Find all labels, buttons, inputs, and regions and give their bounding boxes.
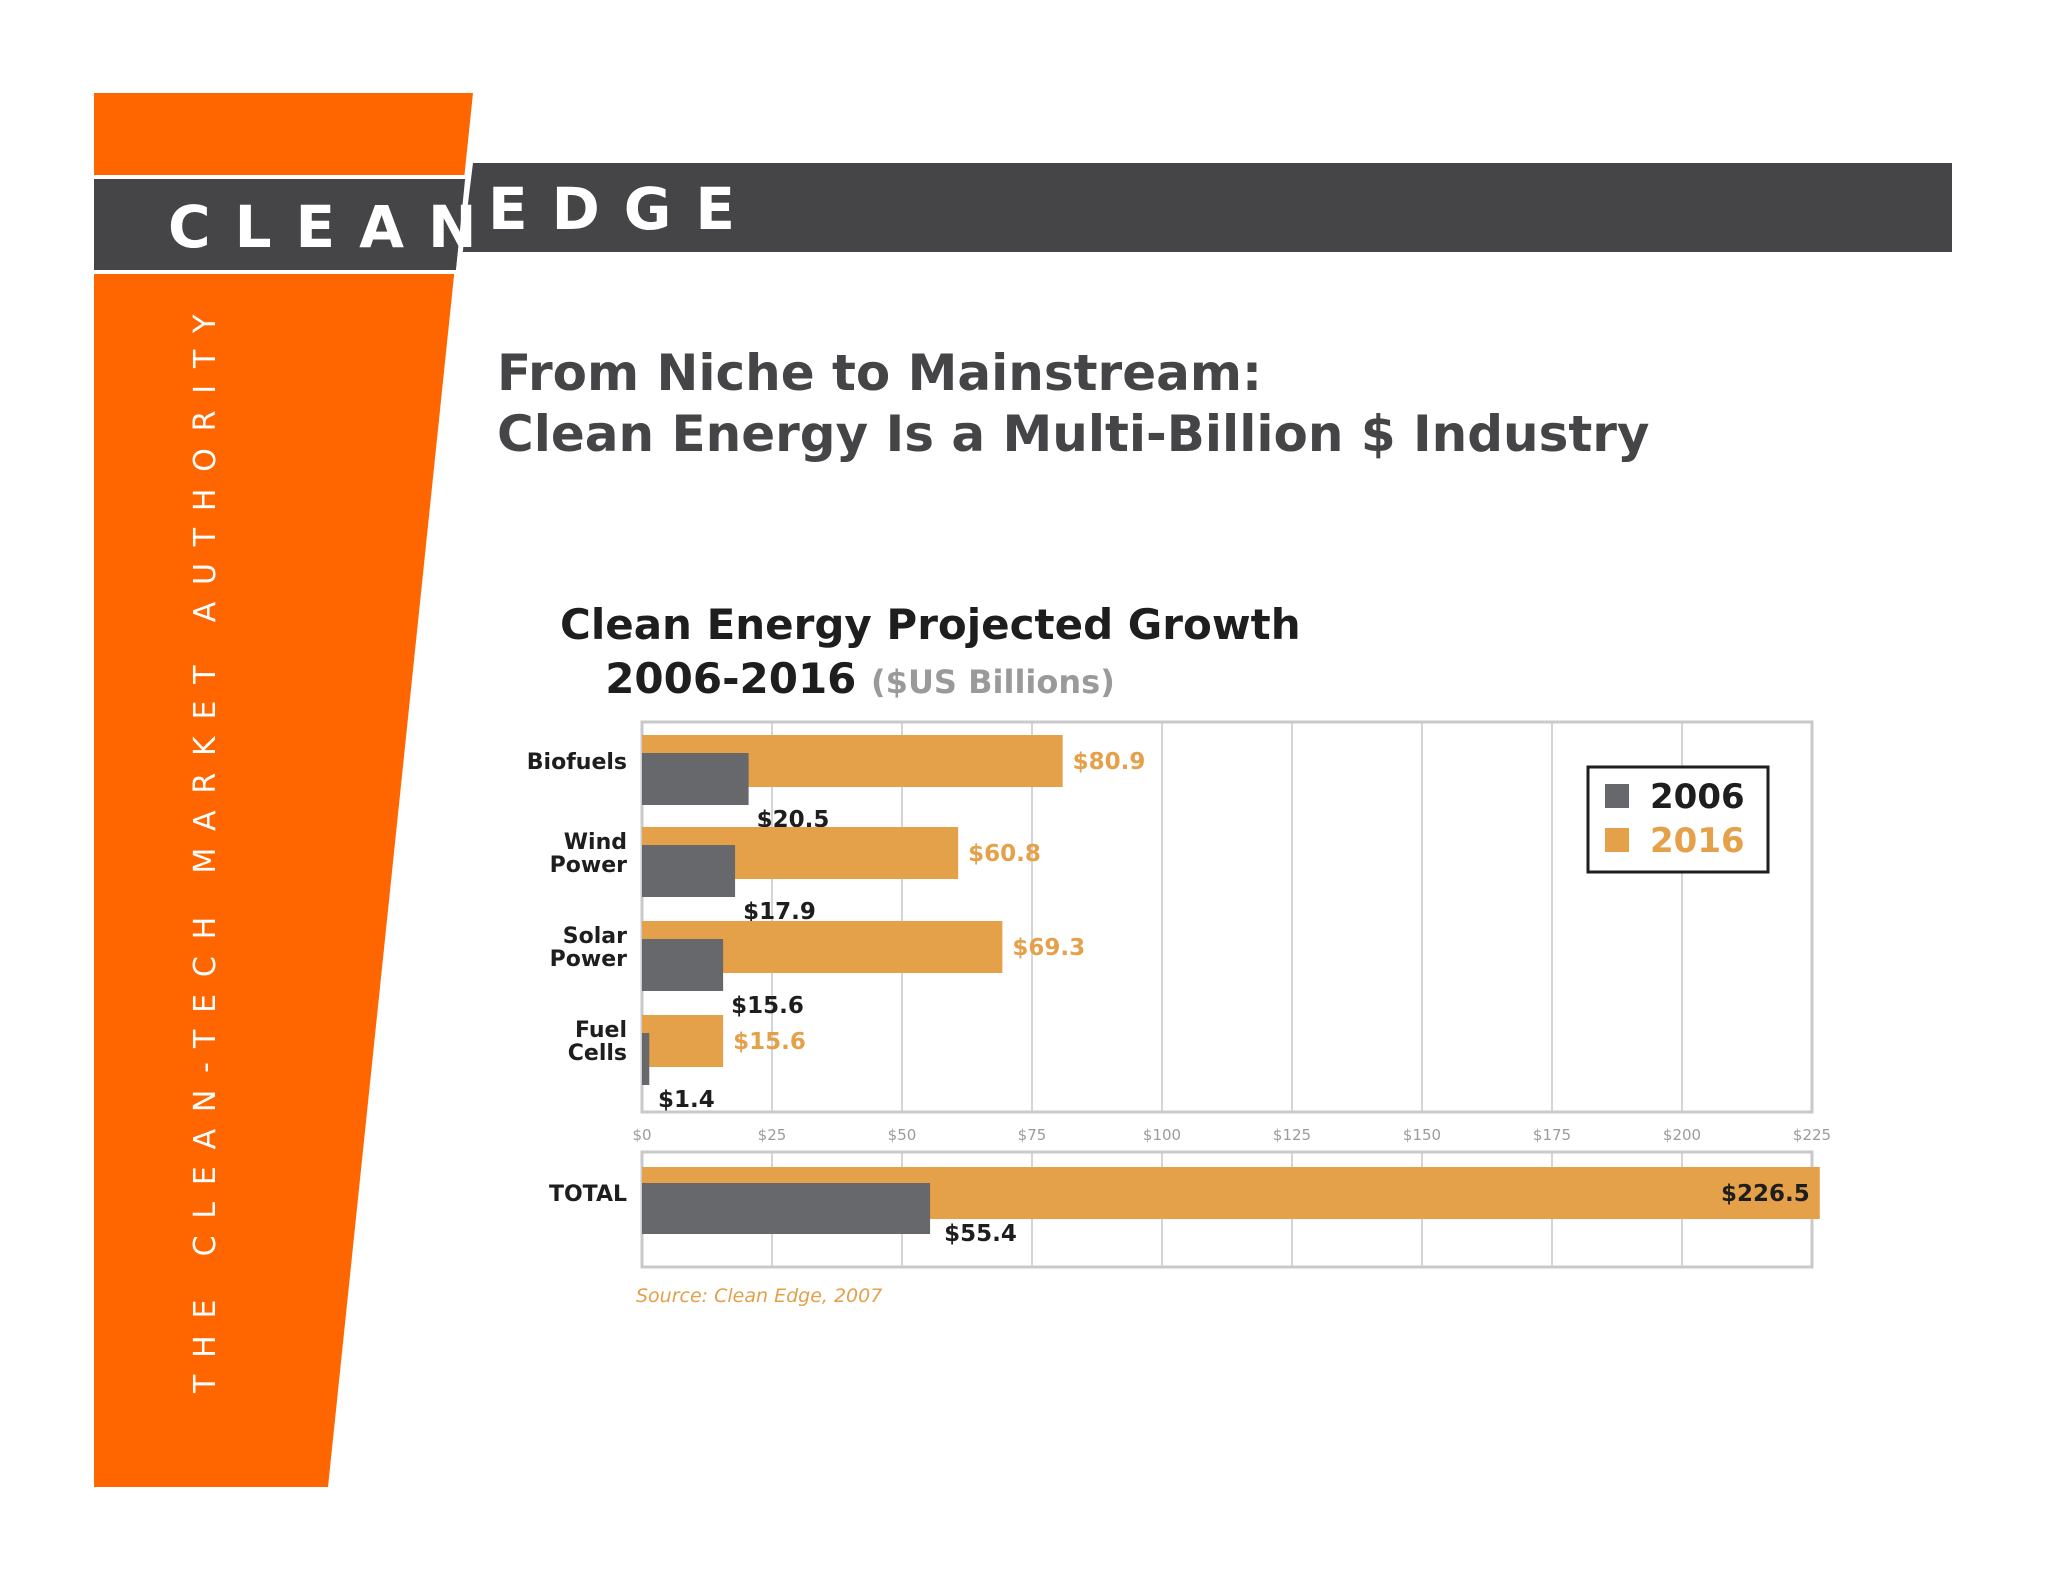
category-label: Wind xyxy=(564,830,627,855)
logo-edge-text: EDGE xyxy=(488,175,759,243)
bar-2006 xyxy=(642,753,749,805)
data-label-2006: $1.4 xyxy=(658,1087,715,1113)
legend-swatch-2006 xyxy=(1605,784,1629,808)
legend-swatch-2016 xyxy=(1605,828,1629,852)
header-rule-top xyxy=(94,175,466,179)
data-label-2016: $15.6 xyxy=(733,1029,806,1055)
slide-title-line2: Clean Energy Is a Multi-Billion $ Indust… xyxy=(497,405,1650,463)
legend-label-2006: 2006 xyxy=(1650,777,1745,817)
plot-frame-1 xyxy=(640,720,1814,1114)
data-label-2006: $17.9 xyxy=(743,899,816,925)
orange-banner xyxy=(94,93,473,1487)
x-tick-label: $225 xyxy=(1793,1126,1831,1144)
slide-title-line1: From Niche to Mainstream: xyxy=(497,344,1262,402)
header-bar-right xyxy=(462,163,1952,252)
data-label-2016: $60.8 xyxy=(968,841,1041,867)
x-tick-label: $25 xyxy=(758,1126,787,1144)
data-label-2006: $15.6 xyxy=(731,993,804,1019)
data-label-total-2006: $55.4 xyxy=(944,1221,1017,1247)
x-tick-label: $50 xyxy=(888,1126,917,1144)
chart-subtitle: 2006-2016 ($US Billions) xyxy=(560,654,1160,703)
bar-2016 xyxy=(642,1015,724,1067)
x-tick-label: $125 xyxy=(1273,1126,1311,1144)
header-bar-left xyxy=(94,178,466,270)
category-label: Solar xyxy=(563,924,627,949)
data-label-2016: $80.9 xyxy=(1073,749,1146,775)
category-label: Biofuels xyxy=(527,750,627,775)
logo-clean-text: CLEAN xyxy=(168,193,501,261)
bar-total-2006 xyxy=(642,1183,931,1234)
total-label: TOTAL xyxy=(549,1182,627,1207)
x-tick-label: $0 xyxy=(632,1126,651,1144)
chart-subtitle-unit: ($US Billions) xyxy=(871,663,1115,701)
header-divider xyxy=(456,170,471,270)
x-tick-label: $150 xyxy=(1403,1126,1441,1144)
legend-label-2016: 2016 xyxy=(1650,821,1745,861)
x-tick-label: $200 xyxy=(1663,1126,1701,1144)
x-tick-label: $175 xyxy=(1533,1126,1571,1144)
bar-2006 xyxy=(642,939,724,991)
category-label: Power xyxy=(550,947,627,972)
category-label: Power xyxy=(550,853,627,878)
data-label-2016: $69.3 xyxy=(1012,935,1085,961)
chart-subtitle-years: 2006-2016 xyxy=(605,654,857,703)
x-tick-label: $100 xyxy=(1143,1126,1181,1144)
bar-2006 xyxy=(642,1033,650,1085)
category-label: Cells xyxy=(568,1041,627,1066)
category-label: Fuel xyxy=(575,1018,627,1043)
data-label-total-2016: $226.5 xyxy=(1721,1181,1810,1207)
bar-2006 xyxy=(642,845,736,897)
chart-source: Source: Clean Edge, 2007 xyxy=(636,1285,883,1307)
x-tick-label: $75 xyxy=(1018,1126,1047,1144)
header-rule-bottom xyxy=(94,270,456,274)
